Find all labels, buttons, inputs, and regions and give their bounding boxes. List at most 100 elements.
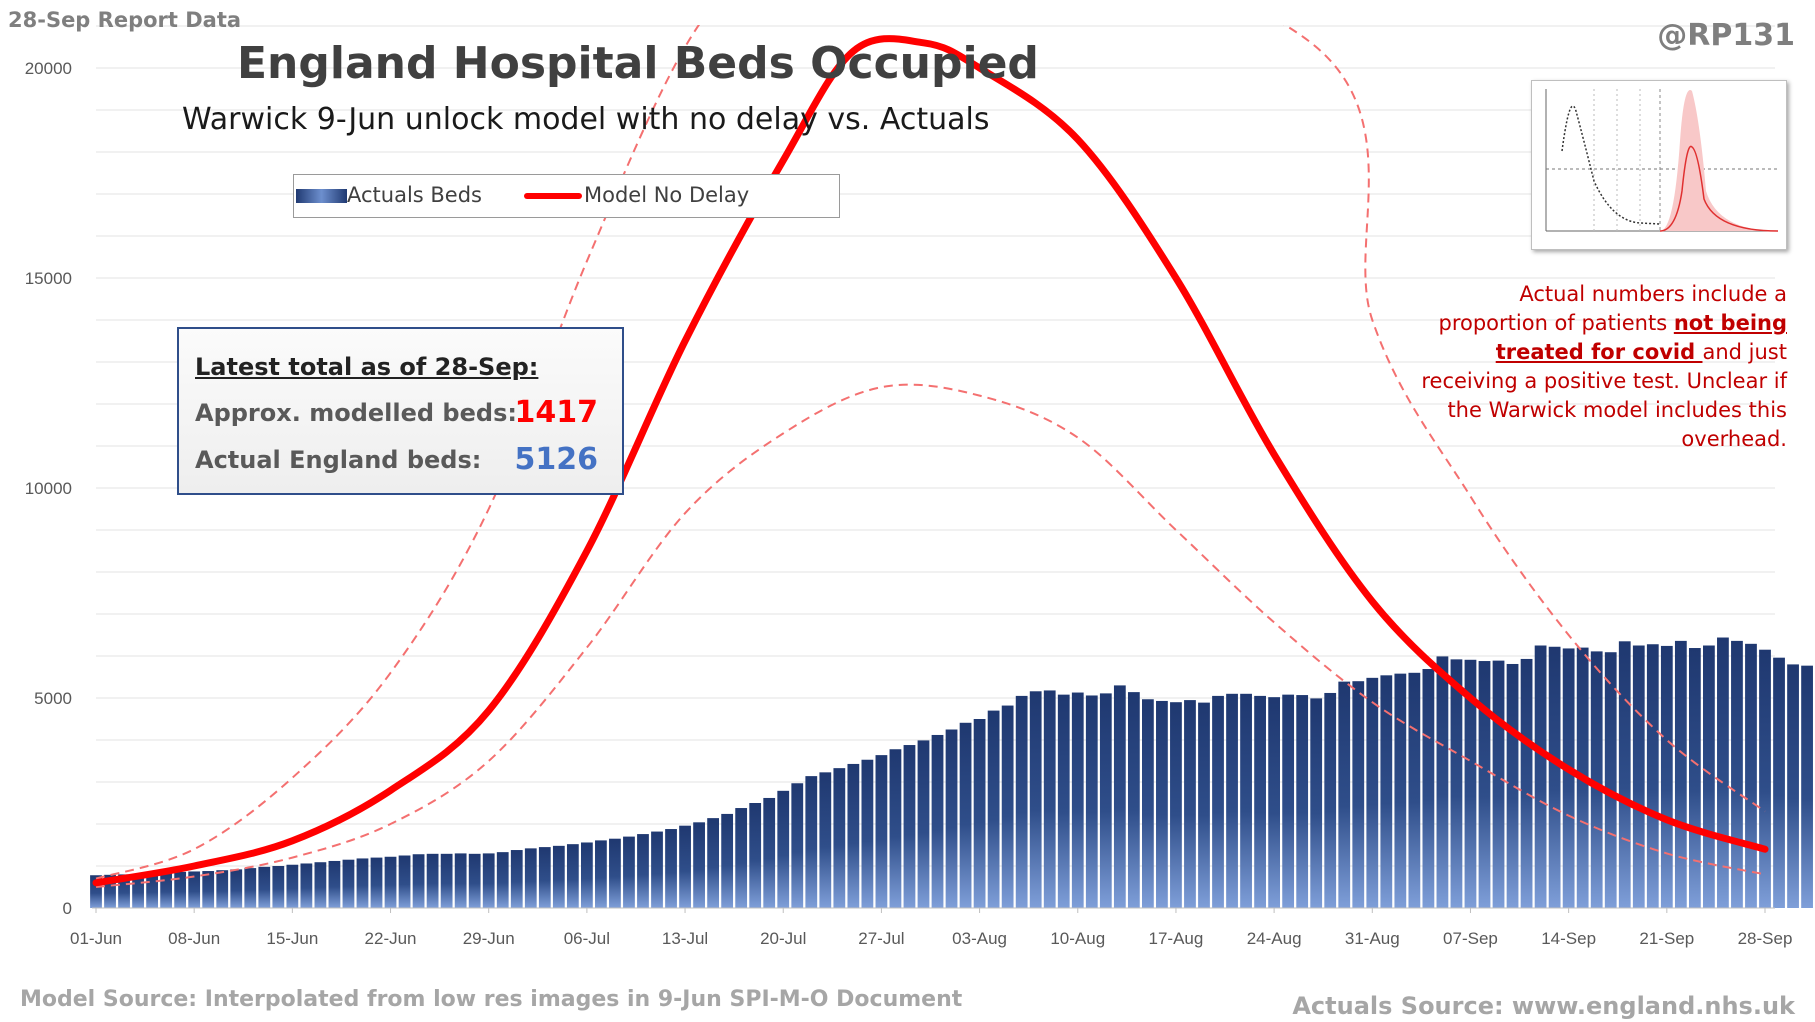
actuals-bar <box>216 870 229 908</box>
actuals-bar <box>609 838 621 908</box>
actuals-bar <box>300 863 313 908</box>
x-tick-label: 14-Sep <box>1541 929 1596 948</box>
actuals-bar <box>1787 664 1799 908</box>
actuals-bar <box>1674 640 1687 908</box>
actuals-bar <box>1632 645 1645 908</box>
actuals-bar <box>903 745 916 908</box>
actuals-bar <box>693 822 705 908</box>
actuals-bar <box>412 854 425 908</box>
actuals-bar <box>1520 658 1533 908</box>
x-tick-label: 21-Sep <box>1639 929 1694 948</box>
actuals-bar <box>1015 695 1028 908</box>
legend-item-model: Model No Delay <box>524 183 750 207</box>
actuals-bar <box>637 834 649 908</box>
actuals-bar <box>552 845 565 908</box>
actuals-bar <box>1282 694 1295 908</box>
chart-title: England Hospital Beds Occupied <box>237 38 1039 89</box>
actuals-bar <box>370 857 383 908</box>
y-tick-label: 10000 <box>25 479 72 498</box>
actuals-bar <box>202 871 215 908</box>
actuals-bar <box>1240 693 1252 908</box>
actuals-bar <box>861 759 874 908</box>
actuals-bar <box>1534 645 1547 908</box>
model-line <box>92 35 1769 887</box>
actuals-bar <box>524 848 537 908</box>
actuals-bar <box>1492 660 1505 908</box>
actuals-bar <box>1170 702 1182 908</box>
actuals-bar <box>1688 648 1701 908</box>
actuals-bar <box>1745 643 1757 908</box>
actuals-bar <box>1703 645 1715 908</box>
actuals-bar <box>721 813 734 908</box>
actuals-bar <box>959 722 972 908</box>
latest-title: Latest total as of 28-Sep: <box>195 353 539 381</box>
legend-item-actuals: Actuals Beds <box>296 183 482 207</box>
model-no-delay-line <box>92 35 1769 887</box>
actuals-bar <box>1380 675 1393 908</box>
actuals-bar <box>1268 697 1281 908</box>
actuals-bar <box>1099 693 1112 908</box>
actuals-bar <box>272 866 285 908</box>
actuals-bar <box>1198 702 1210 908</box>
actuals-bar <box>244 868 257 908</box>
actuals-bar <box>651 831 663 908</box>
note-emphasis: not being treated for covid <box>1495 311 1787 364</box>
actuals-bar <box>1071 692 1084 908</box>
actuals-bar <box>118 874 130 908</box>
actual-beds-value: 5126 <box>514 442 599 477</box>
actuals-bar <box>132 873 144 908</box>
actuals-source-note: Actuals Source: www.england.nhs.uk <box>1292 992 1795 1020</box>
x-tick-label: 24-Aug <box>1247 929 1302 948</box>
actual-beds-label: Actual England beds: <box>195 446 482 474</box>
actuals-bar <box>468 853 481 908</box>
actuals-bar <box>917 740 930 908</box>
x-tick-label: 20-Jul <box>760 929 806 948</box>
latest-totals-box: Latest total as of 28-Sep: Approx. model… <box>177 327 624 495</box>
actuals-bar <box>1478 661 1491 908</box>
x-tick-label: 06-Jul <box>564 929 610 948</box>
model-band-lines <box>95 25 1766 888</box>
x-tick-label: 13-Jul <box>662 929 708 948</box>
caveat-note: Actual numbers include a proportion of p… <box>1407 280 1787 454</box>
actuals-bar <box>973 719 986 908</box>
actuals-bar <box>1254 695 1266 908</box>
y-tick-label: 0 <box>63 899 72 918</box>
actuals-bar <box>1310 698 1323 908</box>
actuals-bar <box>875 755 888 908</box>
actuals-bar <box>1759 649 1771 908</box>
actuals-bar <box>286 864 299 908</box>
legend-label-model: Model No Delay <box>584 183 750 207</box>
actuals-bar <box>1029 691 1042 908</box>
actuals-bar <box>1226 693 1238 908</box>
actuals-bar <box>1773 657 1785 908</box>
actuals-bar <box>146 873 158 908</box>
actuals-bar <box>945 729 958 908</box>
actuals-bar <box>1618 641 1631 908</box>
actuals-bar <box>735 808 748 908</box>
axes: 0 5000 10000 15000 20000 01-Jun 08-Jun 15-Jun 22… <box>25 59 1793 948</box>
x-tick-label: 07-Sep <box>1443 929 1498 948</box>
actuals-bar <box>1604 652 1617 908</box>
actuals-bar <box>595 840 607 908</box>
actuals-bar <box>1324 692 1337 908</box>
actuals-bar <box>847 763 860 908</box>
note-text-2: and just receiving a positive test. Uncl… <box>1421 340 1787 451</box>
actuals-bar <box>1085 695 1098 908</box>
legend: Actuals Beds Model No Delay <box>293 174 840 218</box>
actuals-bar <box>623 836 635 908</box>
actuals-bar <box>679 825 691 908</box>
x-tick-label: 31-Aug <box>1345 929 1400 948</box>
actuals-bar <box>1296 695 1309 908</box>
actuals-bar <box>1731 640 1743 908</box>
actuals-bar <box>833 768 846 908</box>
actuals-bar <box>1001 705 1014 908</box>
actuals-bar <box>1338 681 1351 908</box>
model-source-note: Model Source: Interpolated from low res … <box>20 987 963 1012</box>
actuals-bar <box>1436 656 1449 908</box>
actuals-bar <box>1590 651 1603 908</box>
actuals-bar <box>454 853 467 908</box>
actuals-bar <box>1366 677 1379 908</box>
actuals-bar <box>1057 694 1070 908</box>
model-upper-bound-line <box>95 25 1766 880</box>
